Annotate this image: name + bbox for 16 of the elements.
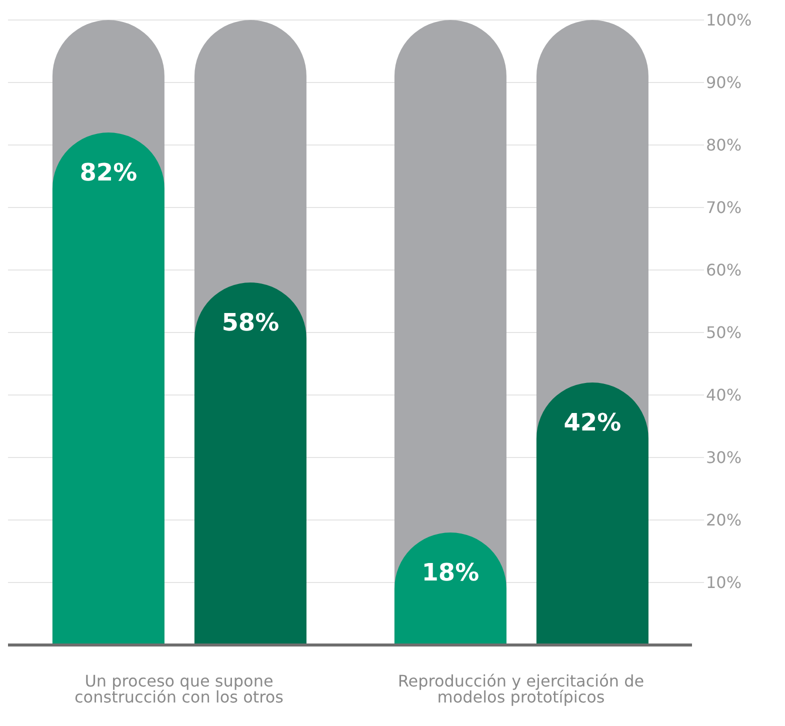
text: 82% <box>80 158 138 186</box>
y-tick-label: 100% <box>706 10 752 30</box>
y-tick-label: 50% <box>706 323 742 342</box>
y-tick-label: 30% <box>706 448 742 468</box>
y-tick-label: 10% <box>706 573 742 592</box>
y-tick-label: 70% <box>706 198 742 218</box>
text: 18% <box>422 558 480 586</box>
y-tick-label: 20% <box>706 510 742 530</box>
x-tick-label: Un proceso que supone construcción con los otros <box>74 671 284 706</box>
text: 58% <box>222 308 280 336</box>
x-tick-label: Reproducción y ejercitación de modelos prototípicos <box>398 671 644 706</box>
text: 42% <box>564 408 622 436</box>
y-tick-label: 60% <box>706 260 742 280</box>
y-tick-label: 90% <box>706 73 742 92</box>
y-tick-label: 40% <box>706 386 742 405</box>
y-tick-label: 80% <box>706 136 742 155</box>
